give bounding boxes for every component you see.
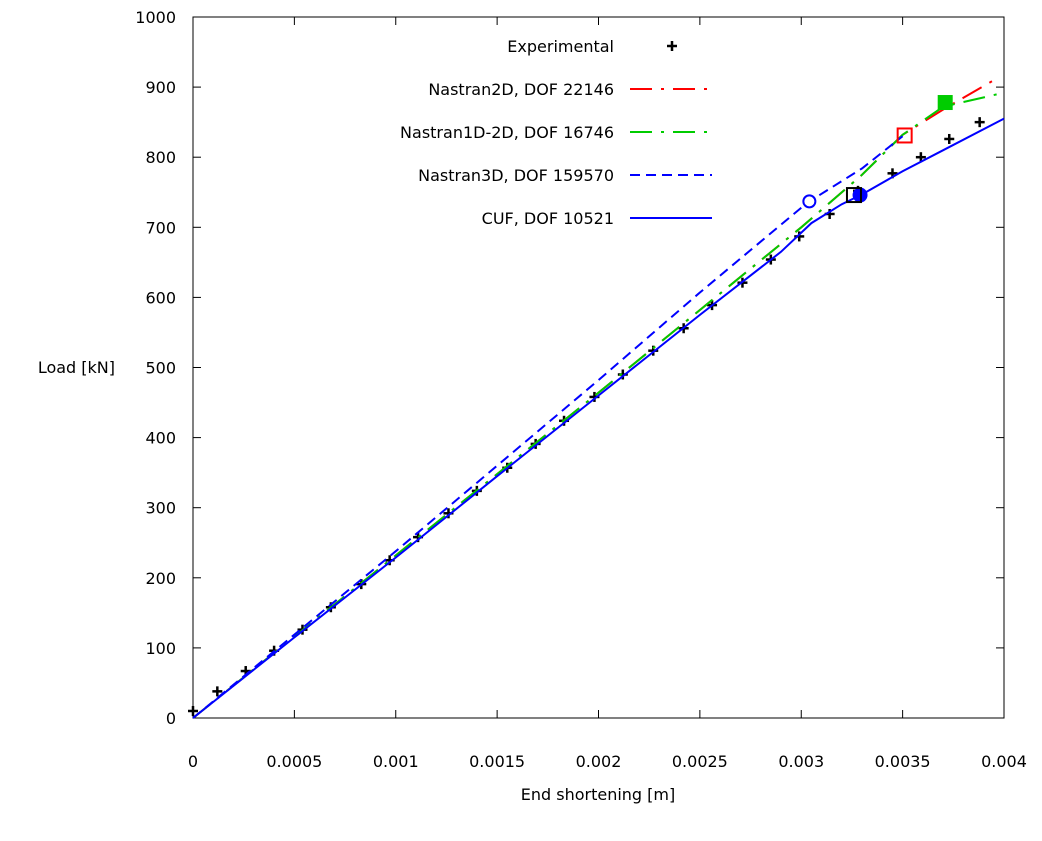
legend-label-nastran2d-dof-22146: Nastran2D, DOF 22146 bbox=[428, 80, 614, 99]
y-axis-title: Load [kN] bbox=[38, 358, 115, 377]
legend-label-nastran1d-2d-dof-16746: Nastran1D-2D, DOF 16746 bbox=[400, 123, 614, 142]
x-tick-label: 0.0025 bbox=[672, 752, 728, 771]
y-tick-label: 200 bbox=[145, 569, 176, 588]
x-tick-label: 0.0005 bbox=[266, 752, 322, 771]
axis-ticks bbox=[192, 16, 1005, 719]
y-tick-label: 500 bbox=[145, 359, 176, 378]
y-tick-label: 0 bbox=[166, 709, 176, 728]
legend-label-experimental: Experimental bbox=[507, 37, 614, 56]
legend-sample-experimental bbox=[667, 41, 677, 51]
legend-label-nastran3d-dof-159570: Nastran3D, DOF 159570 bbox=[418, 166, 614, 185]
x-tick-label: 0.001 bbox=[373, 752, 419, 771]
x-axis-title: End shortening [m] bbox=[521, 785, 676, 804]
y-tick-label: 800 bbox=[145, 148, 176, 167]
y-tick-label: 600 bbox=[145, 288, 176, 307]
series-line-nastran3d-dof-159570 bbox=[192, 135, 904, 719]
experimental-point bbox=[915, 152, 926, 163]
legend: Experimental Nastran2D, DOF 22146 Nastran1… bbox=[400, 37, 712, 228]
experimental-point bbox=[212, 686, 223, 697]
y-tick-label: 300 bbox=[145, 499, 176, 518]
annotation-markers bbox=[802, 95, 953, 209]
open-square-marker bbox=[845, 187, 862, 204]
y-tick-label: 400 bbox=[145, 429, 176, 448]
experimental-point bbox=[794, 231, 805, 242]
x-tick-labels: 0 0.0005 0.001 0.0015 0.002 0.0025 0.003 0.0035… bbox=[188, 752, 1027, 771]
x-tick-label: 0.0015 bbox=[469, 752, 525, 771]
experimental-point bbox=[944, 133, 955, 144]
x-tick-label: 0.003 bbox=[778, 752, 824, 771]
series-line-nastran1d-2d-dof-16746 bbox=[192, 91, 1005, 719]
series-layer bbox=[188, 79, 1005, 719]
experimental-point bbox=[188, 705, 198, 716]
filled-square-marker bbox=[937, 95, 953, 111]
open-square-marker bbox=[896, 127, 913, 144]
y-tick-label: 100 bbox=[145, 639, 176, 658]
x-tick-label: 0.004 bbox=[981, 752, 1027, 771]
series-line-cuf-dof-10521 bbox=[192, 117, 1005, 719]
legend-label-cuf-dof-10521: CUF, DOF 10521 bbox=[482, 209, 614, 228]
y-tick-label: 1000 bbox=[135, 8, 176, 27]
y-tick-label: 700 bbox=[145, 218, 176, 237]
x-tick-label: 0.002 bbox=[576, 752, 622, 771]
x-tick-label: 0 bbox=[188, 752, 198, 771]
open-circle-marker bbox=[802, 194, 817, 209]
y-tick-label: 900 bbox=[145, 78, 176, 97]
experimental-point bbox=[974, 117, 985, 128]
y-tick-labels: 0 100 200 300 400 500 600 700 800 900 1000 bbox=[135, 8, 176, 728]
x-tick-label: 0.0035 bbox=[875, 752, 931, 771]
